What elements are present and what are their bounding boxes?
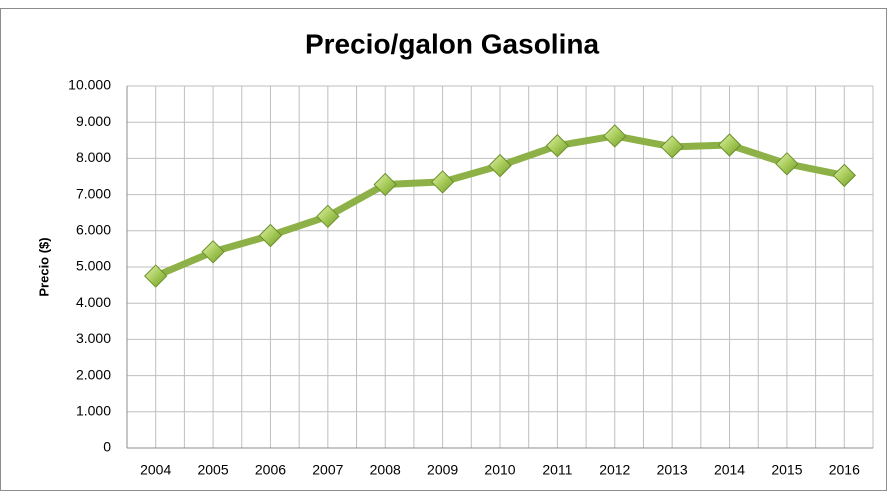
x-tick-label: 2016 bbox=[829, 462, 860, 478]
x-tick-label: 2011 bbox=[542, 462, 572, 478]
data-point bbox=[373, 172, 397, 197]
x-tick-label: 2008 bbox=[370, 462, 401, 478]
y-tick-label: 9.000 bbox=[76, 113, 111, 129]
data-point bbox=[258, 223, 283, 248]
x-tick-label: 2007 bbox=[312, 462, 343, 478]
data-point bbox=[143, 264, 168, 288]
y-axis-title: Precio ($) bbox=[36, 237, 51, 296]
data-point bbox=[775, 152, 799, 176]
data-point bbox=[603, 124, 627, 148]
y-tick-label: 6.000 bbox=[76, 222, 111, 238]
y-tick-label: 2.000 bbox=[76, 366, 111, 382]
x-tick-label: 2013 bbox=[657, 462, 688, 478]
x-tick-label: 2010 bbox=[484, 462, 515, 478]
data-point bbox=[832, 163, 857, 188]
y-tick-label: 1.000 bbox=[76, 403, 111, 419]
data-point bbox=[545, 134, 570, 158]
y-tick-label: 8.000 bbox=[76, 149, 111, 165]
data-point bbox=[430, 170, 455, 194]
x-tick-label: 2005 bbox=[197, 462, 228, 478]
data-point bbox=[717, 133, 742, 157]
data-point bbox=[488, 153, 512, 178]
x-tick-label: 2012 bbox=[599, 462, 630, 478]
y-tick-label: 0 bbox=[103, 439, 111, 455]
x-tick-label: 2015 bbox=[771, 462, 802, 478]
y-tick-label: 7.000 bbox=[76, 185, 111, 201]
x-tick-label: 2006 bbox=[255, 462, 286, 478]
y-tick-label: 3.000 bbox=[76, 330, 111, 346]
data-point bbox=[201, 240, 225, 264]
data-point bbox=[316, 204, 340, 229]
x-tick-label: 2014 bbox=[714, 462, 745, 478]
y-tick-label: 5.000 bbox=[76, 258, 111, 274]
y-tick-label: 4.000 bbox=[76, 294, 111, 310]
chart-frame bbox=[0, 8, 887, 491]
x-tick-label: 2009 bbox=[427, 462, 458, 478]
x-tick-label: 2004 bbox=[140, 462, 171, 478]
y-tick-label: 10.000 bbox=[68, 77, 111, 93]
chart-title: Precio/galon Gasolina bbox=[305, 28, 600, 59]
data-point bbox=[660, 135, 684, 159]
